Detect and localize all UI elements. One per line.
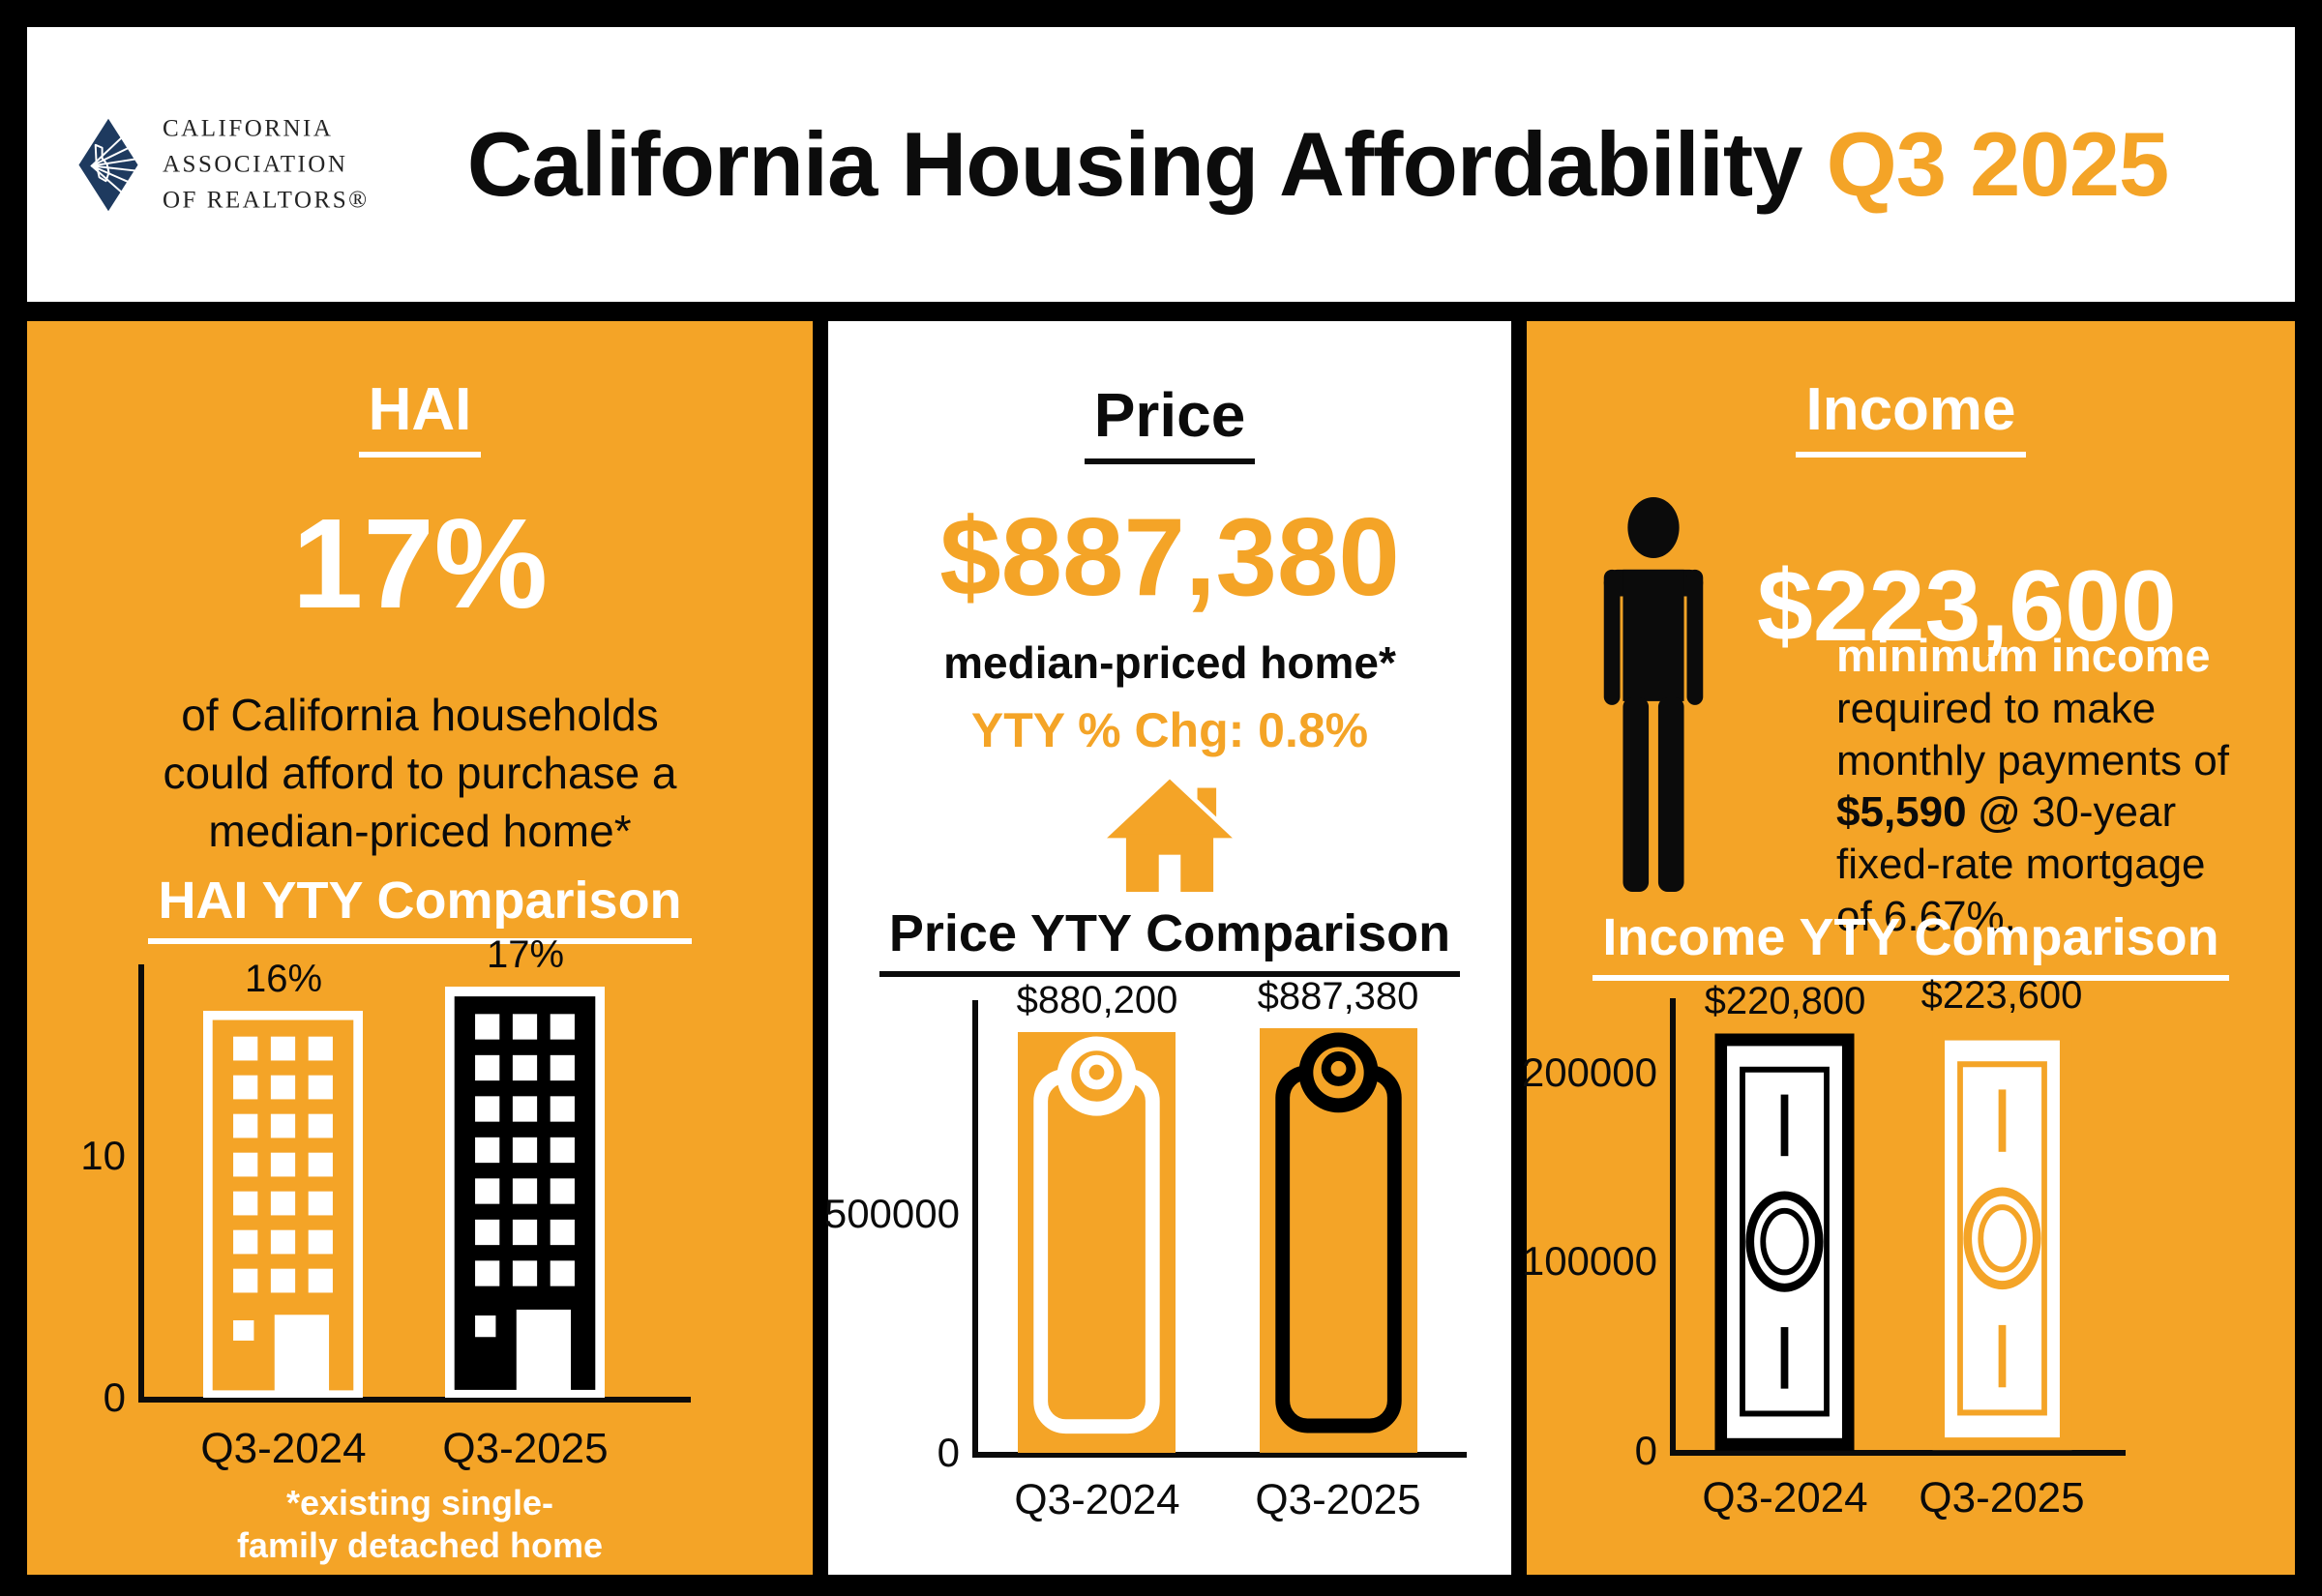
bar-value-label: $887,380 [1257, 975, 1419, 1019]
hai-yty-chart: 16% 17% Q3-2024 Q3-2025 0 10 [27, 933, 813, 1514]
car-logo-text: CALIFORNIA ASSOCIATION OF REALTORS® [163, 111, 370, 219]
price-stat: $887,380 [939, 496, 1400, 619]
y-axis [972, 1000, 978, 1453]
page-title-main: California Housing Affordability [466, 113, 1803, 215]
y-axis [1670, 998, 1676, 1451]
price-tag-icon-2025 [1260, 1028, 1417, 1453]
money-bill-icon-2024 [1714, 1033, 1855, 1451]
y-tick-label: 0 [937, 1430, 960, 1475]
hai-chart-heading: HAI YTY Comparison [27, 871, 813, 944]
income-yty-chart: $220,800 $223,600 Q3-2024 Q3-2025 0 10000… [1522, 974, 2295, 1548]
house-icon [1096, 773, 1243, 892]
x-axis [1670, 1450, 2126, 1456]
income-heading: Income [1527, 375, 2295, 458]
logo-line-1: CALIFORNIA [163, 115, 334, 142]
income-chart-plot: $220,800 $223,600 Q3-2024 Q3-2025 0 10000… [1522, 974, 2126, 1522]
income-stat-caption: minimum income [1836, 630, 2211, 681]
y-tick-label: 500000 [823, 1190, 960, 1236]
x-axis [138, 1397, 691, 1403]
x-category-label: Q3-2024 [200, 1425, 367, 1472]
building-icon-2025 [445, 987, 605, 1398]
bar-value-label: $223,600 [1920, 974, 2083, 1018]
income-panel: Income $223,600 minimum income required … [1522, 321, 2295, 1575]
money-bill-icon-2025 [1932, 1027, 2072, 1451]
car-logo-diamond-icon [78, 118, 138, 211]
hai-stat: 17% [291, 492, 549, 635]
price-chart-heading: Price YTY Comparison [828, 903, 1511, 977]
y-axis [138, 964, 144, 1398]
y-tick-label: 100000 [1521, 1238, 1657, 1285]
hai-description: of California households could afford to… [163, 690, 677, 856]
y-tick-label: 0 [1634, 1428, 1657, 1473]
bar-value-label: $880,200 [1016, 978, 1178, 1021]
price-tag-icon-2024 [1018, 1031, 1176, 1453]
header-banner: CALIFORNIA ASSOCIATION OF REALTORS® Cali… [27, 27, 2295, 302]
bar-value-label: 17% [486, 933, 565, 976]
y-tick-label: 200000 [1521, 1049, 1657, 1095]
bar-value-label: $220,800 [1704, 979, 1866, 1022]
price-yty-change: YTY % Chg: 0.8% [970, 703, 1369, 757]
x-category-label: Q3-2025 [1255, 1476, 1421, 1523]
logo-line-2: ASSOCIATION [163, 151, 348, 178]
x-category-label: Q3-2025 [442, 1425, 609, 1472]
y-tick-label: 0 [103, 1374, 126, 1420]
income-chart-heading: Income YTY Comparison [1527, 907, 2295, 981]
page-title-quarter: Q3 2025 [1826, 113, 2170, 215]
price-panel: Price $887,380 median-priced home* YTY %… [824, 321, 1511, 1575]
price-heading: Price [828, 379, 1511, 464]
hai-footnote: *existing single- family detached home [236, 1483, 604, 1565]
price-stat-caption: median-priced home* [943, 637, 1396, 688]
price-yty-chart: $880,200 $887,380 Q3-2024 Q3-2025 0 50000… [824, 975, 1511, 1550]
hai-panel: HAI 17% of California households could a… [27, 321, 813, 1575]
bar-value-label: 16% [244, 958, 323, 1000]
logo-line-3: OF REALTORS® [163, 187, 370, 214]
building-icon-2024 [203, 1011, 363, 1398]
y-tick-label: 10 [80, 1133, 126, 1178]
x-category-label: Q3-2024 [1702, 1474, 1868, 1522]
x-category-label: Q3-2025 [1919, 1474, 2085, 1522]
x-axis [972, 1452, 1467, 1458]
person-icon [1603, 496, 1704, 893]
income-stat: $223,600 [1757, 550, 2177, 663]
page-title: California Housing Affordability Q3 2025 [356, 112, 2279, 217]
car-logo: CALIFORNIA ASSOCIATION OF REALTORS® [77, 111, 370, 219]
hai-heading: HAI [27, 375, 813, 458]
x-category-label: Q3-2024 [1014, 1476, 1180, 1523]
income-description: required to make monthly payments of $5,… [1836, 685, 2229, 940]
price-chart-plot: $880,200 $887,380 Q3-2024 Q3-2025 0 50000… [824, 975, 1467, 1523]
hai-chart-plot: 16% 17% Q3-2024 Q3-2025 0 10 [80, 933, 691, 1472]
